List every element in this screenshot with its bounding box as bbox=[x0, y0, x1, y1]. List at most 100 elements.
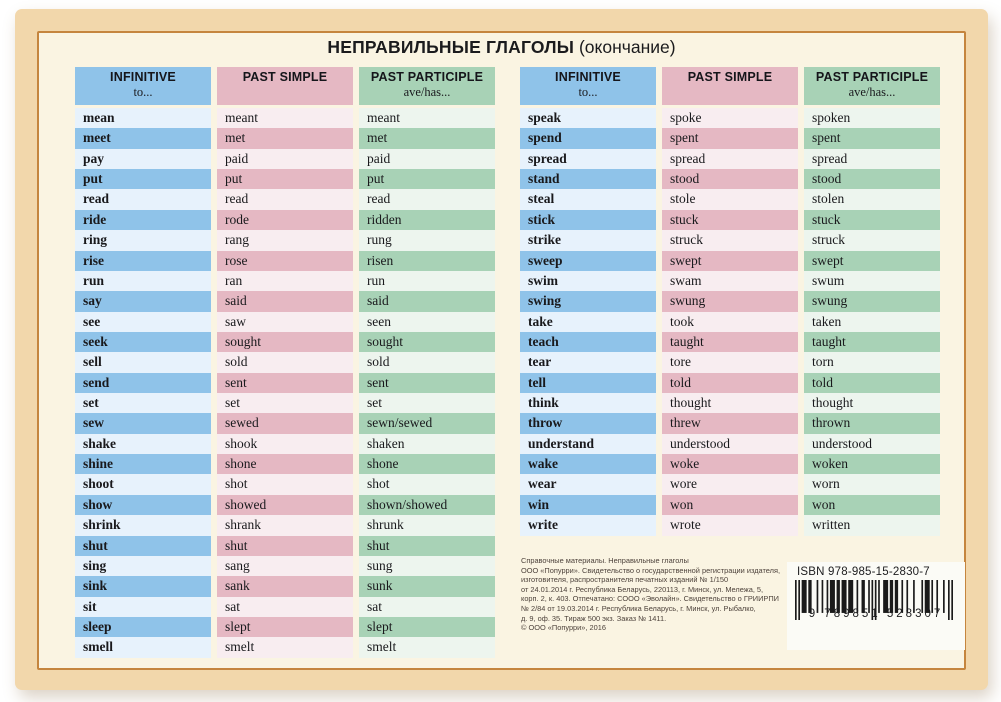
card-inner: НЕПРАВИЛЬНЫЕ ГЛАГОЛЫ (окончание) INFINIT… bbox=[37, 31, 966, 670]
infinitive-cell: read bbox=[75, 189, 211, 210]
infinitive-cell: wake bbox=[520, 454, 656, 475]
table-row: mean meant meant bbox=[75, 108, 495, 129]
past-participle-cell: risen bbox=[359, 250, 495, 271]
past-participle-cell: set bbox=[359, 393, 495, 414]
table-row: steal stole stolen bbox=[520, 189, 940, 210]
table-row: throw threw thrown bbox=[520, 413, 940, 434]
past-participle-cell: rung bbox=[359, 230, 495, 251]
past-simple-cell: thought bbox=[662, 393, 798, 414]
table-row: think thought thought bbox=[520, 393, 940, 414]
past-simple-cell: read bbox=[217, 189, 353, 210]
table-row: ring rang rung bbox=[75, 230, 495, 251]
past-participle-cell: shown/showed bbox=[359, 494, 495, 516]
past-participle-cell: put bbox=[359, 169, 495, 190]
past-participle-cell: spoken bbox=[804, 108, 940, 129]
publisher-line: № 2/84 от 19.03.2014 г. Республика Белар… bbox=[521, 603, 756, 613]
column-sublabel: ave/has... bbox=[403, 85, 451, 99]
publisher-line: д. 9, оф. 35. Тираж 500 экз. Заказ № 141… bbox=[521, 613, 667, 623]
infinitive-cell: steal bbox=[520, 189, 656, 210]
past-participle-cell: shut bbox=[359, 535, 495, 556]
past-participle-cell: run bbox=[359, 270, 495, 292]
past-simple-cell: shone bbox=[217, 454, 353, 475]
column-label: PAST PARTICIPLE bbox=[815, 70, 929, 84]
past-simple-cell: rang bbox=[217, 230, 353, 251]
past-participle-cell: woken bbox=[804, 454, 940, 475]
past-participle-cell: written bbox=[804, 515, 940, 536]
past-simple-cell: meant bbox=[217, 108, 353, 129]
past-participle-cell: spread bbox=[804, 148, 940, 170]
past-participle-cell: sent bbox=[359, 372, 495, 394]
table-row: spread spread spread bbox=[520, 148, 940, 170]
table-row: rise rose risen bbox=[75, 250, 495, 271]
past-simple-cell: sank bbox=[217, 576, 353, 597]
past-simple-cell: taught bbox=[662, 331, 798, 353]
column-sublabel: to... bbox=[578, 85, 598, 99]
infinitive-cell: tear bbox=[520, 352, 656, 373]
table-row: spend spent spent bbox=[520, 128, 940, 149]
infinitive-cell: smell bbox=[75, 637, 211, 658]
table-row: sing sang sung bbox=[75, 555, 495, 577]
infinitive-cell: stand bbox=[520, 169, 656, 190]
infinitive-cell: seek bbox=[75, 331, 211, 353]
table-row: sew sewed sewn/sewed bbox=[75, 413, 495, 434]
past-participle-cell: swum bbox=[804, 270, 940, 292]
infinitive-cell: swim bbox=[520, 270, 656, 292]
infinitive-cell: run bbox=[75, 270, 211, 292]
publisher-line: корп. 2, к. 403. Отпечатано: СООО «Эвола… bbox=[521, 594, 779, 604]
table-row: meet met met bbox=[75, 128, 495, 149]
barcode-icon bbox=[795, 580, 953, 620]
infinitive-cell: spend bbox=[520, 128, 656, 149]
infinitive-cell: understand bbox=[520, 433, 656, 455]
column-label: PAST PARTICIPLE bbox=[370, 70, 484, 84]
past-simple-cell: met bbox=[217, 128, 353, 149]
past-simple-cell: sent bbox=[217, 372, 353, 394]
past-simple-cell: wrote bbox=[662, 515, 798, 536]
table-row: ride rode ridden bbox=[75, 209, 495, 231]
column-header-infinitive: INFINITIVE to... bbox=[75, 67, 211, 105]
infinitive-cell: shake bbox=[75, 433, 211, 455]
past-participle-cell: thought bbox=[804, 393, 940, 414]
column-label: PAST SIMPLE bbox=[687, 70, 773, 84]
infinitive-cell: stick bbox=[520, 209, 656, 231]
table-row: sink sank sunk bbox=[75, 576, 495, 597]
past-simple-cell: swung bbox=[662, 291, 798, 312]
infinitive-cell: strike bbox=[520, 230, 656, 251]
verbs-table-left: INFINITIVE to... PAST SIMPLE PAST PARTIC… bbox=[75, 67, 495, 658]
infinitive-cell: sleep bbox=[75, 616, 211, 638]
table-row: say said said bbox=[75, 291, 495, 312]
column-sublabel: to... bbox=[133, 85, 153, 99]
table-row: put put put bbox=[75, 169, 495, 190]
table-body-left: mean meant meant meet met met pay paid paid put pu… bbox=[75, 108, 495, 658]
table-row: tell told told bbox=[520, 372, 940, 394]
past-simple-cell: told bbox=[662, 372, 798, 394]
past-simple-cell: stood bbox=[662, 169, 798, 190]
infinitive-cell: sweep bbox=[520, 250, 656, 271]
infinitive-cell: say bbox=[75, 291, 211, 312]
table-row: sweep swept swept bbox=[520, 250, 940, 271]
past-participle-cell: taught bbox=[804, 331, 940, 353]
past-participle-cell: stolen bbox=[804, 189, 940, 210]
past-simple-cell: said bbox=[217, 291, 353, 312]
past-participle-cell: meant bbox=[359, 108, 495, 129]
past-participle-cell: sung bbox=[359, 555, 495, 577]
past-participle-cell: sewn/sewed bbox=[359, 413, 495, 434]
past-simple-cell: shot bbox=[217, 474, 353, 495]
past-participle-cell: swept bbox=[804, 250, 940, 271]
infinitive-cell: take bbox=[520, 311, 656, 332]
infinitive-cell: put bbox=[75, 169, 211, 190]
table-row: speak spoke spoken bbox=[520, 108, 940, 129]
infinitive-cell: spread bbox=[520, 148, 656, 170]
table-row: see saw seen bbox=[75, 311, 495, 332]
table-row: seek sought sought bbox=[75, 331, 495, 353]
column-header-past-simple: PAST SIMPLE bbox=[217, 67, 353, 105]
past-participle-cell: torn bbox=[804, 352, 940, 373]
past-participle-cell: spent bbox=[804, 128, 940, 149]
past-participle-cell: said bbox=[359, 291, 495, 312]
isbn-barcode-panel: ISBN 978-985-15-2830-7 bbox=[787, 562, 965, 650]
past-participle-cell: understood bbox=[804, 433, 940, 455]
table-row: shine shone shone bbox=[75, 454, 495, 475]
table-row: send sent sent bbox=[75, 372, 495, 394]
past-participle-cell: told bbox=[804, 372, 940, 394]
publisher-line: от 24.01.2014 г. Республика Беларусь, 22… bbox=[521, 584, 764, 594]
